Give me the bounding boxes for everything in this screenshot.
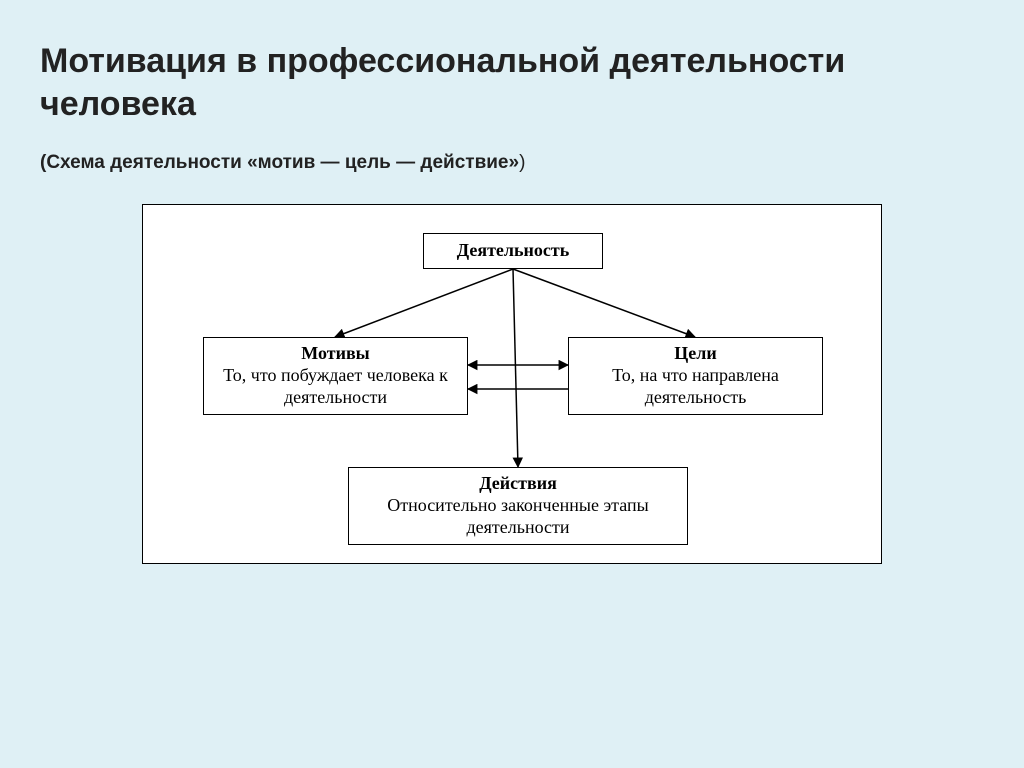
node-goals: Цели То, на что направлена деятельность xyxy=(568,337,823,415)
node-goals-title: Цели xyxy=(674,343,716,364)
subtitle-bold: (Схема деятельности «мотив — цель — дейс… xyxy=(40,152,519,173)
node-actions: Действия Относительно законченные этапы … xyxy=(348,467,688,545)
subtitle-tail: ) xyxy=(519,152,525,173)
node-actions-title: Действия xyxy=(479,473,557,494)
node-goals-desc: То, на что направлена деятельность xyxy=(577,364,814,409)
slide: Мотивация в профессиональной деятельност… xyxy=(0,0,1024,768)
node-motives-title: Мотивы xyxy=(301,343,370,364)
page-title: Мотивация в профессиональной деятельност… xyxy=(40,40,984,125)
node-activity-title: Деятельность xyxy=(457,240,570,261)
node-activity: Деятельность xyxy=(423,233,603,269)
page-subtitle: (Схема деятельности «мотив — цель — дейс… xyxy=(40,151,984,176)
node-actions-desc: Относительно законченные этапы деятельно… xyxy=(357,494,679,539)
diagram-canvas: Деятельность Мотивы То, что побуждает че… xyxy=(142,204,882,564)
node-motives-desc: То, что побуждает человека к деятельност… xyxy=(212,364,459,409)
node-motives: Мотивы То, что побуждает человека к деят… xyxy=(203,337,468,415)
